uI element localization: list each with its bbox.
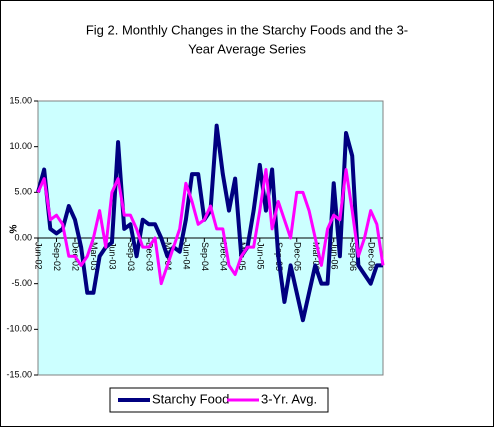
- x-tick-label: Dec-04: [218, 242, 228, 271]
- y-tick-label: -10.00: [6, 324, 32, 334]
- legend-label: Starchy Food: [152, 391, 229, 406]
- x-tick-label: Sep-03: [126, 242, 136, 271]
- y-tick-label: -5.00: [11, 278, 32, 288]
- x-tick-label: Dec-03: [145, 242, 155, 271]
- x-tick-label: Dec-05: [292, 242, 302, 271]
- y-tick-label: 15.00: [9, 95, 32, 105]
- x-tick-label: Dec-06: [366, 242, 376, 271]
- y-tick-label: 10.00: [9, 141, 32, 151]
- x-tick-label: Sep-06: [348, 242, 358, 271]
- legend-label: 3-Yr. Avg.: [261, 391, 317, 406]
- x-tick-label: Jun-06: [329, 242, 339, 270]
- x-tick-label: Jun-04: [181, 242, 191, 270]
- y-tick-label: -15.00: [6, 369, 32, 379]
- y-tick-label: 0.00: [14, 232, 32, 242]
- x-tick-label: Sep-02: [52, 242, 62, 271]
- y-axis-label: %: [9, 224, 20, 233]
- x-tick-label: Mar-06: [311, 242, 321, 271]
- x-tick-label: Sep-04: [200, 242, 210, 271]
- chart-title: Year Average Series: [188, 41, 306, 56]
- x-tick-label: Jun-05: [255, 242, 265, 270]
- x-tick-label: Jun-02: [34, 242, 44, 270]
- x-tick-label: Jun-03: [108, 242, 118, 270]
- y-tick-label: 5.00: [14, 187, 32, 197]
- chart-title: Fig 2. Monthly Changes in the Starchy Fo…: [86, 22, 408, 37]
- data-line: [36, 168, 385, 286]
- x-tick-label: Mar-03: [89, 242, 99, 271]
